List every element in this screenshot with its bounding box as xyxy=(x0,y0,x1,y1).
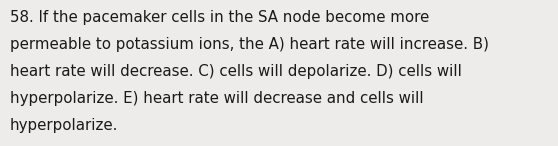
Text: hyperpolarize. E) heart rate will decrease and cells will: hyperpolarize. E) heart rate will decrea… xyxy=(10,91,424,106)
Text: permeable to potassium ions, the A) heart rate will increase. B): permeable to potassium ions, the A) hear… xyxy=(10,37,489,52)
Text: heart rate will decrease. C) cells will depolarize. D) cells will: heart rate will decrease. C) cells will … xyxy=(10,64,462,79)
Text: hyperpolarize.: hyperpolarize. xyxy=(10,118,118,133)
Text: 58. If the pacemaker cells in the SA node become more: 58. If the pacemaker cells in the SA nod… xyxy=(10,10,429,25)
